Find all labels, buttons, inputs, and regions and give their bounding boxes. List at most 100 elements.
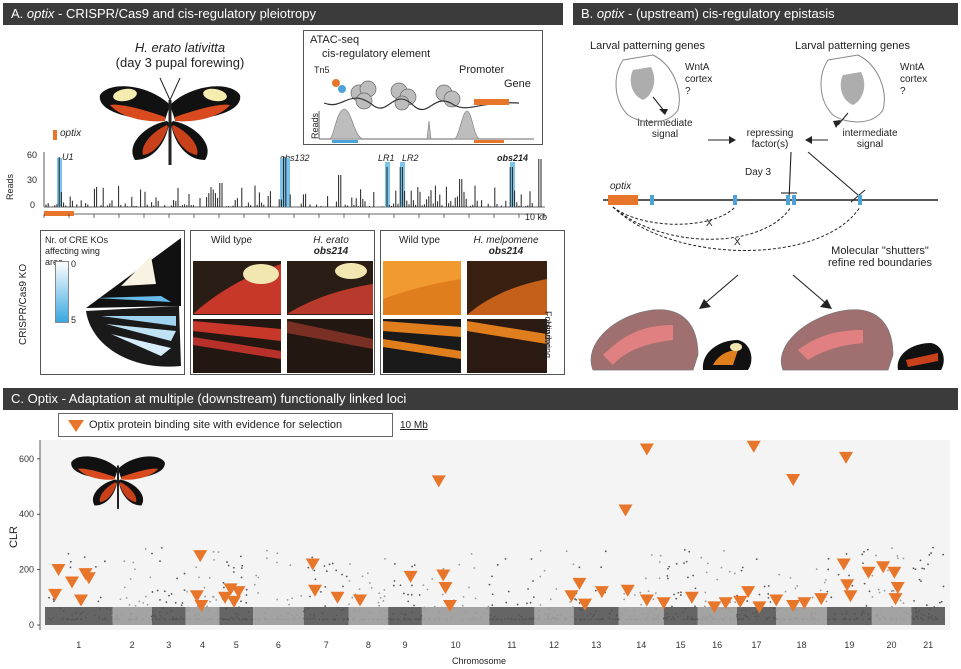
x-tick-label: 17 <box>752 640 762 650</box>
clr-point <box>789 576 792 579</box>
clr-point <box>878 591 881 594</box>
clr-point <box>76 617 79 620</box>
clr-point <box>896 555 899 557</box>
clr-point <box>705 617 708 620</box>
panel-b-gene: optix <box>596 6 625 21</box>
clr-point <box>745 615 748 618</box>
clr-point <box>775 609 778 612</box>
clr-point <box>306 607 309 610</box>
intermediate-left-line1: intermediate <box>637 118 693 129</box>
clr-point <box>403 592 405 595</box>
clr-point <box>419 617 422 620</box>
clr-point <box>696 618 699 621</box>
clr-point <box>85 616 88 619</box>
clr-point <box>530 616 533 619</box>
clr-point <box>932 546 934 549</box>
clr-point <box>778 607 781 610</box>
clr-point <box>891 605 893 608</box>
clr-point <box>491 575 493 578</box>
clr-point <box>682 618 685 621</box>
selection-site-marker <box>769 594 784 607</box>
clr-point <box>127 618 130 620</box>
clr-point <box>420 615 423 617</box>
clr-point <box>404 613 406 616</box>
shutters-line1: Molecular "shutters" <box>831 245 929 257</box>
clr-point <box>700 556 703 559</box>
clr-point <box>49 618 52 621</box>
clr-point <box>701 618 704 621</box>
clr-point <box>376 618 379 621</box>
clr-point <box>364 618 367 621</box>
clr-point <box>313 613 316 616</box>
epistasis-diagram <box>590 54 944 371</box>
clr-point <box>93 614 96 617</box>
clr-point <box>848 618 851 621</box>
clr-point <box>351 596 354 599</box>
clr-point <box>151 552 153 555</box>
clr-point <box>549 618 552 621</box>
clr-point <box>234 612 237 615</box>
clr-point <box>910 612 913 615</box>
clr-point <box>461 618 463 621</box>
chromosome-band <box>697 607 737 625</box>
clr-point <box>468 586 470 589</box>
clr-point <box>238 617 240 620</box>
clr-point <box>372 618 375 621</box>
erato-mut-element: obs214 <box>313 246 349 257</box>
panel-b-header: B. optix - (upstream) cis-regulatory epi… <box>573 3 958 25</box>
clr-point <box>378 592 381 595</box>
clr-point <box>916 617 919 620</box>
clr-point <box>919 559 922 562</box>
clr-point <box>942 618 945 621</box>
clr-point <box>479 616 482 619</box>
clr-point <box>328 563 331 566</box>
clr-point <box>134 604 137 607</box>
clr-point <box>677 591 680 594</box>
clr-point <box>431 578 434 580</box>
clr-point <box>538 618 541 621</box>
x-tick-label: 12 <box>549 640 559 650</box>
clr-point <box>217 551 220 553</box>
clr-point <box>101 618 104 621</box>
clr-point <box>845 612 848 615</box>
chromosome-band <box>776 607 827 625</box>
clr-point <box>538 610 540 612</box>
selection-site-marker <box>353 594 367 607</box>
clr-point <box>62 610 65 612</box>
clr-point <box>915 607 917 610</box>
clr-point <box>629 615 632 618</box>
clr-point <box>287 612 290 615</box>
clr-point <box>393 618 396 621</box>
clr-point <box>657 617 659 619</box>
clr-point <box>489 614 492 617</box>
clr-point <box>843 618 846 621</box>
clr-point <box>94 565 97 568</box>
clr-point <box>793 617 796 619</box>
clr-point <box>767 597 770 599</box>
clr-point <box>555 617 558 620</box>
erato-wings <box>193 261 373 373</box>
clr-point <box>819 589 822 592</box>
clr-point <box>407 600 410 603</box>
clr-point <box>746 600 749 602</box>
clr-point <box>683 548 686 551</box>
clr-point <box>921 613 924 616</box>
clr-point <box>555 588 558 590</box>
clr-point <box>629 618 632 621</box>
clr-point <box>206 605 209 608</box>
clr-point <box>741 618 743 621</box>
clr-point <box>276 598 279 601</box>
clr-point <box>590 618 593 621</box>
clr-point <box>313 569 316 572</box>
clr-point <box>441 593 444 596</box>
chromosome-band <box>826 607 872 625</box>
repressing-factor: repressing factor(s) <box>730 128 810 150</box>
clr-point <box>936 618 939 621</box>
clr-point <box>258 618 261 621</box>
clr-point <box>794 587 797 590</box>
clr-point <box>744 614 747 616</box>
clr-point <box>740 609 743 612</box>
clr-point <box>691 618 693 621</box>
clr-point <box>671 605 673 608</box>
selection-site-marker <box>305 558 320 571</box>
